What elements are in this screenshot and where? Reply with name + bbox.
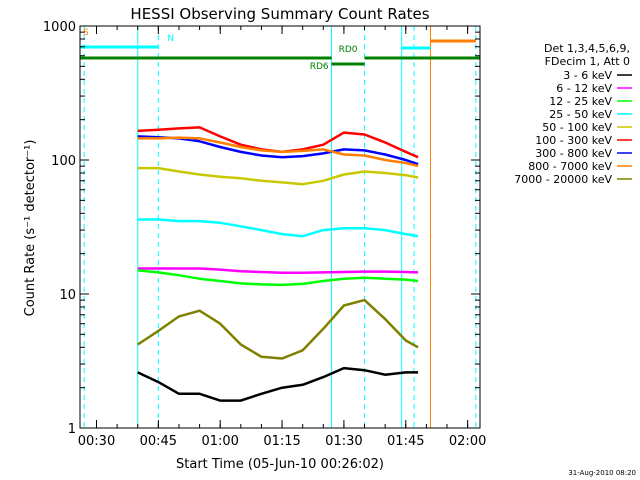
- legend-header-line-2: FDecim 1, Att 0: [545, 55, 630, 68]
- state-flag-label: RD6: [310, 62, 329, 72]
- x-tick-label: 01:15: [263, 434, 300, 449]
- y-axis-label: Count Rate (s⁻¹ detector⁻¹): [23, 140, 38, 317]
- legend-entry-label: 100 - 300 keV: [535, 134, 612, 147]
- series-line: [137, 366, 419, 402]
- x-axis-label: Start Time (05-Jun-10 00:26:02): [176, 457, 384, 472]
- y-tick-label: 1: [68, 422, 76, 437]
- legend-entry-label: 25 - 50 keV: [549, 108, 612, 121]
- y-axis-label-group: Count Rate (s⁻¹ detector⁻¹): [23, 140, 38, 317]
- series-line: [137, 218, 419, 238]
- y-tick-label: 10: [59, 288, 76, 303]
- vertical-markers: [83, 26, 477, 428]
- series-line: [137, 269, 419, 287]
- legend-entry-label: 800 - 7000 keV: [528, 160, 612, 173]
- x-tick-label: 02:00: [449, 434, 486, 449]
- state-flags: S N RD0 RD6: [80, 28, 480, 72]
- legend-entry-label: 3 - 6 keV: [563, 69, 612, 82]
- state-flag-label: S: [83, 28, 89, 38]
- y-tick-label: 1000: [43, 20, 76, 35]
- legend-entry-label: 7000 - 20000 keV: [514, 173, 612, 186]
- x-tick-label: 00:45: [140, 434, 177, 449]
- axes: [79, 25, 481, 429]
- series-line: [137, 136, 419, 168]
- x-tick-label: 01:00: [201, 434, 238, 449]
- legend-entry-label: 12 - 25 keV: [549, 95, 612, 108]
- axis-ticks: 00:30 00:45 01:00 01:15 01:30 01:45 02:00 1 10 10…: [43, 20, 486, 449]
- legend-entry-label: 6 - 12 keV: [556, 82, 612, 95]
- x-tick-label: 00:30: [78, 434, 115, 449]
- legend-entry-label: 300 - 800 keV: [535, 147, 612, 160]
- chart-title: HESSI Observing Summary Count Rates: [130, 5, 429, 23]
- footer-timestamp: 31-Aug-2010 08:20: [568, 469, 636, 477]
- plot-frame: [79, 25, 481, 429]
- legend-entry-label: 50 - 100 keV: [542, 121, 612, 134]
- x-tick-label: 01:45: [387, 434, 424, 449]
- series-line: [137, 135, 419, 166]
- series-line: [137, 298, 419, 360]
- legend-header-line-1: Det 1,3,4,5,6,9,: [544, 42, 630, 55]
- y-tick-label: 100: [51, 154, 76, 169]
- state-flag-label: N: [167, 34, 174, 44]
- state-flag-label: RD0: [339, 45, 358, 55]
- series-line: [137, 166, 419, 186]
- series-line: [137, 267, 419, 275]
- x-tick-label: 01:30: [325, 434, 362, 449]
- data-series: [137, 126, 419, 402]
